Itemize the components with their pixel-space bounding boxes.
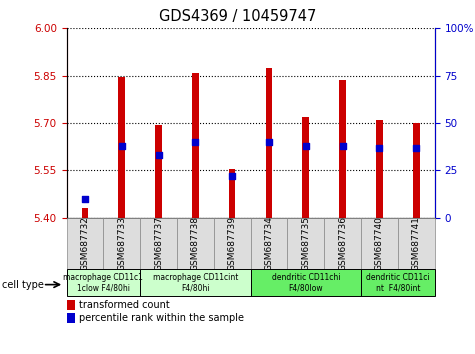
Text: macrophage CD11cint
F4/80hi: macrophage CD11cint F4/80hi (152, 273, 238, 292)
FancyBboxPatch shape (324, 218, 361, 269)
Bar (192, 73, 199, 218)
Bar (118, 77, 125, 218)
Point (81, 196, 89, 202)
FancyBboxPatch shape (398, 218, 435, 269)
Point (302, 143, 310, 149)
Bar (303, 117, 309, 218)
FancyBboxPatch shape (104, 218, 140, 269)
Bar (376, 120, 383, 218)
FancyBboxPatch shape (177, 218, 214, 269)
Text: GSM687741: GSM687741 (412, 216, 421, 271)
Text: GSM687736: GSM687736 (338, 216, 347, 271)
Point (228, 173, 236, 179)
FancyBboxPatch shape (287, 218, 324, 269)
Bar (339, 80, 346, 218)
Text: dendritic CD11chi
F4/80low: dendritic CD11chi F4/80low (272, 273, 340, 292)
Bar (155, 125, 162, 218)
Text: GDS4369 / 10459747: GDS4369 / 10459747 (159, 9, 316, 24)
FancyBboxPatch shape (361, 269, 435, 296)
FancyBboxPatch shape (140, 218, 177, 269)
FancyBboxPatch shape (214, 218, 251, 269)
Point (339, 143, 346, 149)
Bar (66, 313, 76, 323)
FancyBboxPatch shape (251, 218, 287, 269)
Text: cell type: cell type (2, 280, 44, 290)
Point (265, 139, 273, 145)
Point (191, 139, 199, 145)
Text: percentile rank within the sample: percentile rank within the sample (79, 313, 244, 323)
Point (412, 145, 420, 150)
FancyBboxPatch shape (251, 269, 361, 296)
Point (155, 152, 162, 158)
Bar (229, 169, 236, 218)
Text: GSM687734: GSM687734 (265, 216, 274, 271)
Text: macrophage CD11c1
1clow F4/80hi: macrophage CD11c1 1clow F4/80hi (63, 273, 143, 292)
Text: GSM687740: GSM687740 (375, 216, 384, 271)
Point (376, 145, 383, 150)
Bar (413, 123, 419, 218)
FancyBboxPatch shape (66, 218, 104, 269)
FancyBboxPatch shape (66, 269, 140, 296)
Text: transformed count: transformed count (79, 300, 170, 310)
FancyBboxPatch shape (361, 218, 398, 269)
Bar (66, 300, 76, 310)
FancyBboxPatch shape (140, 269, 251, 296)
Point (118, 143, 125, 149)
Text: GSM687739: GSM687739 (228, 216, 237, 271)
Text: GSM687735: GSM687735 (301, 216, 310, 271)
Text: GSM687737: GSM687737 (154, 216, 163, 271)
Text: GSM687732: GSM687732 (80, 216, 89, 271)
Bar (82, 208, 88, 218)
Text: dendritic CD11ci
nt  F4/80int: dendritic CD11ci nt F4/80int (366, 273, 429, 292)
Text: GSM687733: GSM687733 (117, 216, 126, 271)
Bar (266, 68, 272, 218)
Text: GSM687738: GSM687738 (191, 216, 200, 271)
